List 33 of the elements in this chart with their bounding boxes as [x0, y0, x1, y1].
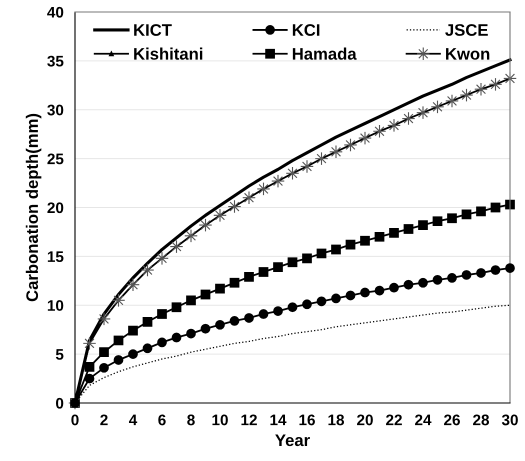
x-tick-label: 6	[158, 414, 166, 426]
x-axis-title: Year	[275, 434, 310, 446]
legend-label: KICT	[134, 24, 172, 36]
x-tick-label: 8	[187, 414, 195, 426]
legend-label: JSCE	[445, 24, 488, 36]
y-tick-label: 20	[47, 202, 64, 214]
x-tick-label: 20	[357, 414, 373, 426]
legend-label: Kwon	[446, 48, 490, 60]
x-tick-label: 2	[100, 414, 108, 426]
y-tick-label: 40	[47, 6, 64, 18]
legend-label: Kishitani	[134, 48, 202, 60]
legend-label: Hamada	[292, 48, 357, 60]
y-tick-label: 35	[47, 56, 64, 67]
x-tick-label: 10	[212, 414, 228, 426]
x-tick-label: 14	[270, 414, 286, 426]
x-tick-label: 0	[71, 414, 79, 426]
y-tick-label: 25	[47, 153, 64, 164]
y-tick-label: 30	[47, 104, 64, 116]
y-tick-label: 5	[56, 349, 64, 360]
x-tick-label: 30	[502, 414, 518, 426]
x-tick-label: 28	[473, 414, 490, 426]
y-tick-label: 10	[48, 300, 64, 311]
x-tick-label: 16	[299, 414, 315, 426]
x-tick-label: 12	[241, 414, 257, 426]
x-tick-label: 24	[415, 414, 432, 426]
y-axis-title: Carbonation depth(mm)	[26, 114, 42, 302]
y-tick-label: 0	[56, 398, 64, 409]
x-tick-label: 18	[328, 414, 344, 426]
x-tick-label: 26	[444, 414, 460, 426]
x-tick-label: 22	[386, 414, 402, 426]
x-tick-label: 4	[128, 414, 138, 426]
y-tick-label: 15	[48, 251, 64, 262]
legend-label: KCI	[292, 24, 320, 36]
